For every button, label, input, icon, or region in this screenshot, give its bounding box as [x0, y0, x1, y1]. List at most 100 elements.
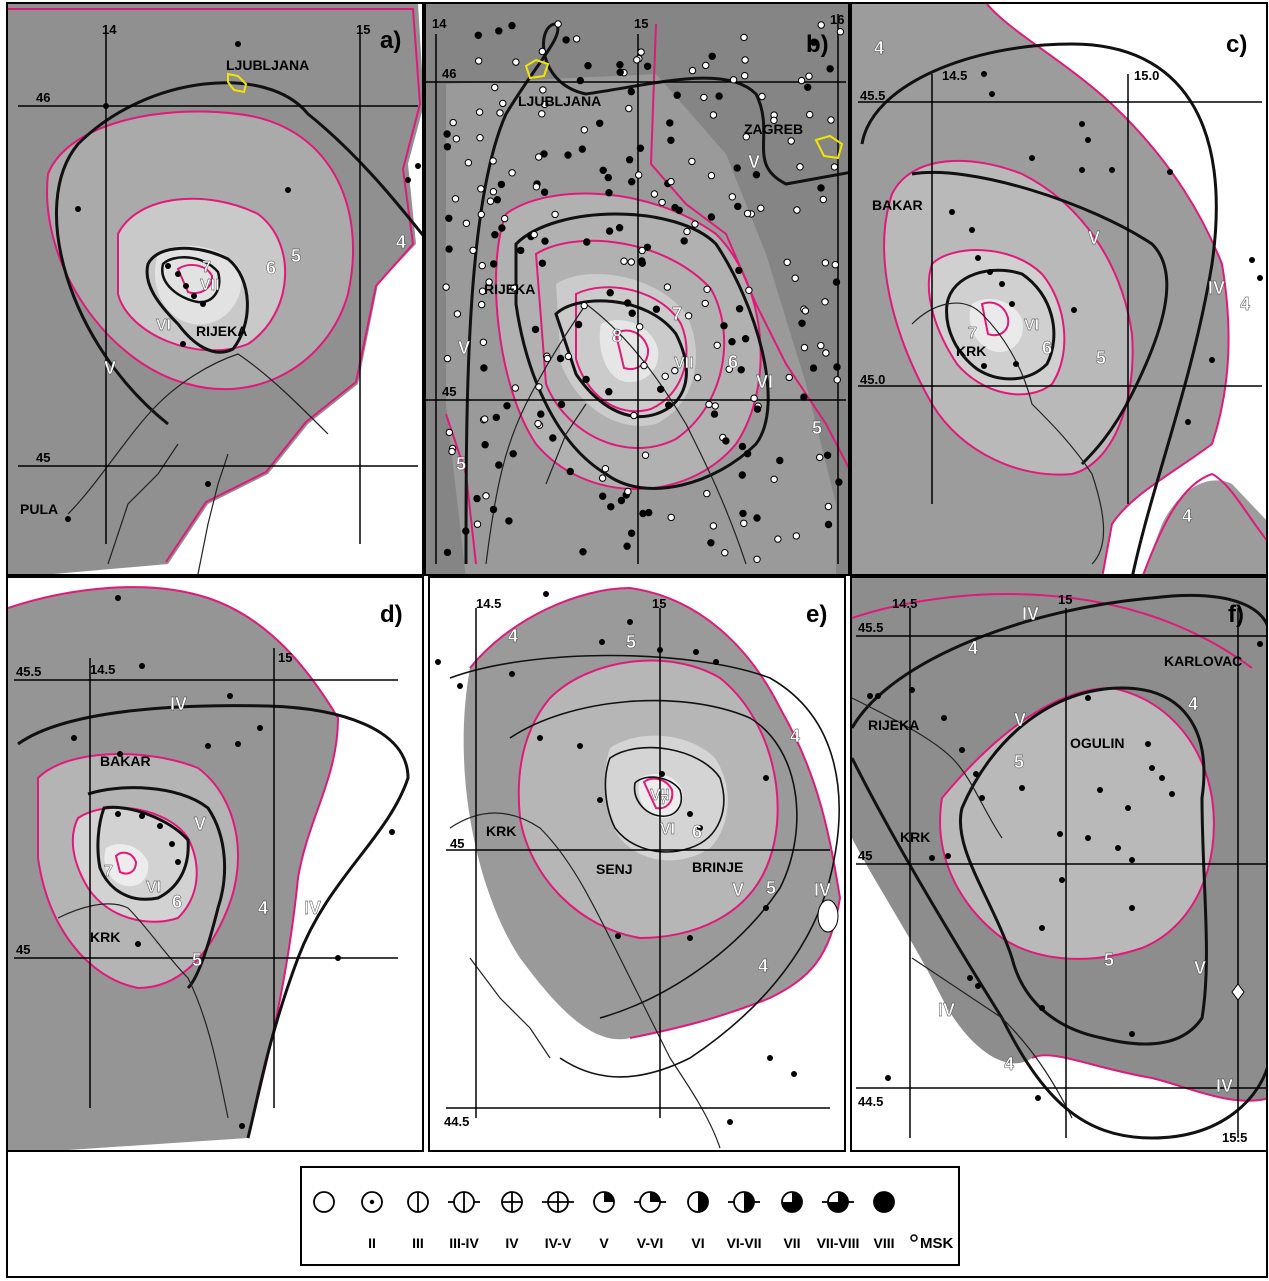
contour-label: 6 — [266, 258, 276, 278]
contour-label: 7 — [968, 325, 977, 342]
observation-point — [663, 283, 672, 291]
observation-point — [510, 284, 518, 292]
city-outline — [814, 134, 844, 160]
observation-point — [628, 178, 636, 186]
observation-point — [530, 230, 538, 239]
observation-point — [537, 410, 545, 418]
contour-4 — [986, 4, 1266, 574]
observation-point — [822, 349, 830, 357]
observation-point — [475, 108, 484, 116]
observation-point — [489, 157, 497, 165]
contour-5 — [46, 110, 355, 391]
contour-label: 5 — [456, 454, 466, 474]
observation-point — [776, 456, 784, 465]
place-label: KRK — [956, 343, 986, 359]
contour-label: 4 — [758, 956, 768, 976]
observation-point — [737, 366, 745, 374]
observation-point — [728, 193, 736, 201]
isoseismal-label: IV — [938, 1000, 955, 1020]
observation-point — [800, 393, 808, 401]
observation-point — [645, 508, 653, 517]
observation-point — [556, 354, 565, 363]
isoseismal-IV — [860, 42, 1218, 574]
map-f-svg: f) 14.5 15 45.5 45 44.5 15.5 KARLOVAC RI… — [852, 578, 1266, 1145]
circle-quarter-icon — [593, 1191, 615, 1213]
observation-point — [693, 373, 702, 382]
observation-point — [605, 388, 613, 396]
observation-point — [805, 72, 813, 80]
observation-point — [735, 266, 743, 275]
observation-point — [531, 325, 540, 334]
isoseismal-label: IV — [170, 694, 187, 714]
observation-point — [453, 310, 462, 318]
grid-label: 44.5 — [858, 1094, 883, 1109]
observation-point — [826, 65, 834, 73]
observation-point — [753, 405, 762, 413]
isoseismal-label: IV — [1208, 278, 1225, 298]
observation-point — [684, 312, 693, 320]
observation-point — [770, 475, 778, 483]
map-c-svg: c) 14.5 15.0 45.5 45.0 BAKAR KRK VI V IV… — [852, 4, 1266, 574]
isoseismal-IV — [17, 704, 410, 1139]
observation-point — [512, 58, 520, 66]
place-label: KARLOVAC — [1164, 653, 1242, 669]
observation-point — [580, 301, 588, 310]
observation-points — [65, 41, 421, 522]
grid-label: 14.5 — [892, 596, 917, 611]
observation-points — [442, 20, 845, 563]
observation-point — [491, 83, 499, 92]
grid-label: 45 — [36, 450, 50, 465]
observation-point — [481, 415, 489, 423]
grid-label: 16 — [830, 12, 844, 27]
place-label: BRINJE — [692, 859, 743, 875]
observation-point — [493, 196, 502, 204]
observation-point — [627, 87, 636, 96]
observation-point — [462, 219, 471, 228]
map-panel-e: e) 14.5 15 45 44.5 KRK SENJ BRINJE VII V… — [428, 576, 846, 1152]
observation-point — [511, 384, 520, 392]
grid-label: 15 — [278, 650, 292, 665]
legend-label: VII-VIII — [817, 1235, 860, 1251]
observation-point — [442, 283, 450, 291]
contour-label: 4 — [1188, 694, 1198, 714]
observation-point — [671, 366, 679, 375]
observation-point — [792, 532, 800, 540]
observation-point — [606, 289, 614, 297]
observation-point — [636, 144, 645, 152]
observation-point — [758, 92, 766, 101]
observation-point — [657, 385, 665, 393]
observation-point — [721, 549, 729, 557]
contour-label: 7 — [672, 304, 682, 324]
observation-point — [725, 365, 733, 373]
observation-point — [700, 93, 708, 102]
isoseismal-label: V — [748, 152, 760, 172]
panel-label: b) — [806, 31, 829, 58]
observation-point — [476, 134, 484, 142]
observation-point — [480, 364, 488, 372]
observation-point — [787, 137, 795, 145]
observation-point — [643, 243, 652, 252]
observation-point — [551, 210, 559, 219]
coastline — [449, 812, 721, 1149]
observation-point — [739, 509, 747, 518]
circle-cross-icon — [501, 1191, 523, 1213]
observation-point — [485, 278, 493, 286]
observation-point — [445, 428, 453, 437]
place-label: LJUBLJANA — [226, 57, 309, 73]
observation-point — [708, 52, 716, 60]
observation-point — [495, 27, 503, 35]
intensity-field-outer2 — [1143, 480, 1266, 574]
observation-point — [741, 72, 749, 80]
contour-6 — [534, 239, 726, 449]
grid-label: 15.5 — [1222, 1130, 1247, 1145]
observation-points — [949, 71, 1263, 425]
isoseismal-label: V — [104, 358, 116, 378]
isoseismal-label: IV — [1022, 604, 1039, 624]
place-label: BAKAR — [872, 197, 923, 213]
observation-point — [496, 109, 504, 117]
observation-point — [549, 434, 557, 442]
observation-point — [443, 548, 452, 557]
observation-point — [540, 188, 549, 196]
observation-point — [489, 188, 498, 196]
legend-label: III-IV — [449, 1235, 479, 1251]
